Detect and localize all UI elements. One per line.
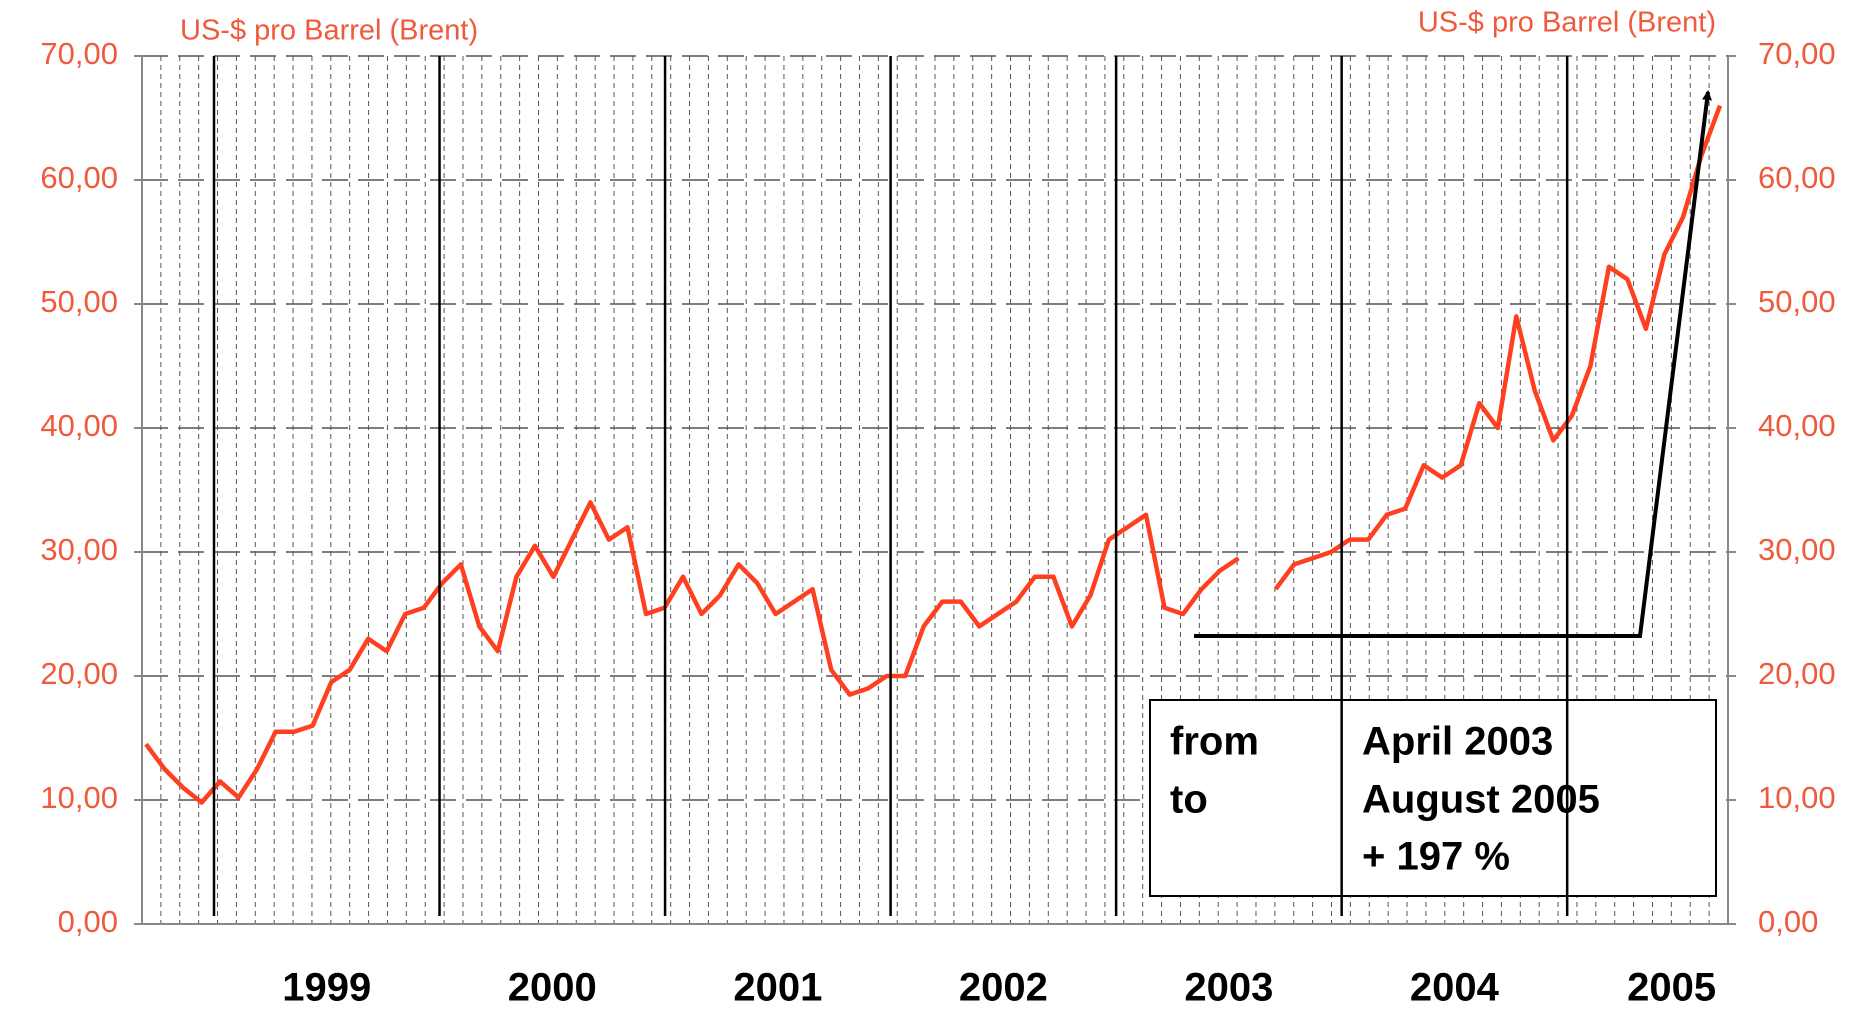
y-tick-label: 40,00 bbox=[40, 408, 118, 443]
arrow bbox=[1194, 90, 1712, 638]
y2-tick-label: 30,00 bbox=[1758, 532, 1836, 567]
y2-tick-label: 70,00 bbox=[1758, 36, 1836, 71]
y-tick-label: 50,00 bbox=[40, 284, 118, 319]
y-tick-label: 30,00 bbox=[40, 532, 118, 567]
y2-axis-title: US-$ pro Barrel (Brent) bbox=[1418, 7, 1716, 39]
annotation-text: April 2003 bbox=[1362, 720, 1553, 764]
y-tick-label: 60,00 bbox=[40, 160, 118, 195]
y-axis-title: US-$ pro Barrel (Brent) bbox=[180, 15, 478, 47]
x-tick-label: 1999 bbox=[282, 966, 371, 1010]
y2-tick-label: 20,00 bbox=[1758, 656, 1836, 691]
data-line bbox=[144, 500, 1240, 805]
y-tick-label: 0,00 bbox=[58, 904, 118, 939]
y2-tick-label: 60,00 bbox=[1758, 160, 1836, 195]
y-tick-label: 10,00 bbox=[40, 780, 118, 815]
x-tick-label: 2003 bbox=[1184, 966, 1273, 1010]
y-tick-label: 70,00 bbox=[40, 36, 118, 71]
data-line bbox=[1273, 104, 1723, 591]
y2-tick-label: 50,00 bbox=[1758, 284, 1836, 319]
annotation-text: + 197 % bbox=[1362, 835, 1510, 879]
y2-tick-label: 40,00 bbox=[1758, 408, 1836, 443]
plot bbox=[144, 104, 1723, 805]
x-tick-label: 2002 bbox=[959, 966, 1048, 1010]
annotation-box bbox=[1149, 699, 1717, 897]
x-tick-label: 2001 bbox=[733, 966, 822, 1010]
x-tick-label: 2005 bbox=[1627, 966, 1716, 1010]
annotation-text: August 2005 bbox=[1362, 778, 1600, 822]
y-tick-label: 20,00 bbox=[40, 656, 118, 691]
x-tick-label: 2004 bbox=[1410, 966, 1500, 1010]
y2-tick-label: 10,00 bbox=[1758, 780, 1836, 815]
x-tick-label: 2000 bbox=[508, 966, 597, 1010]
annotation-text: to bbox=[1170, 778, 1208, 822]
annotation-text: from bbox=[1170, 720, 1259, 764]
y2-tick-label: 0,00 bbox=[1758, 904, 1818, 939]
